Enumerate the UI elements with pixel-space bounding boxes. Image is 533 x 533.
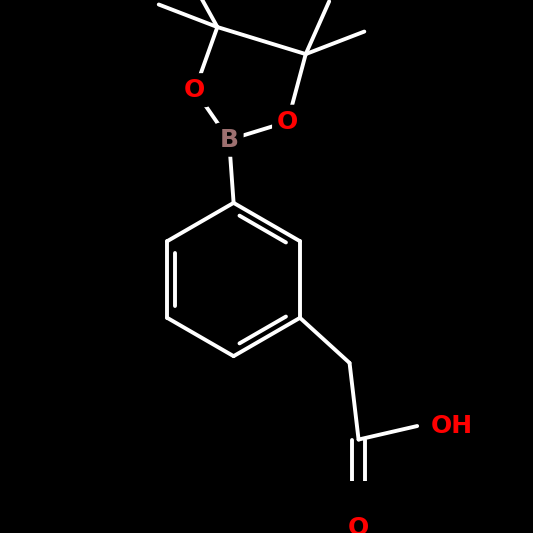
Text: OH: OH — [431, 414, 473, 438]
Text: O: O — [184, 78, 205, 102]
Text: O: O — [277, 110, 298, 134]
Text: B: B — [220, 128, 239, 152]
Text: O: O — [348, 516, 369, 533]
